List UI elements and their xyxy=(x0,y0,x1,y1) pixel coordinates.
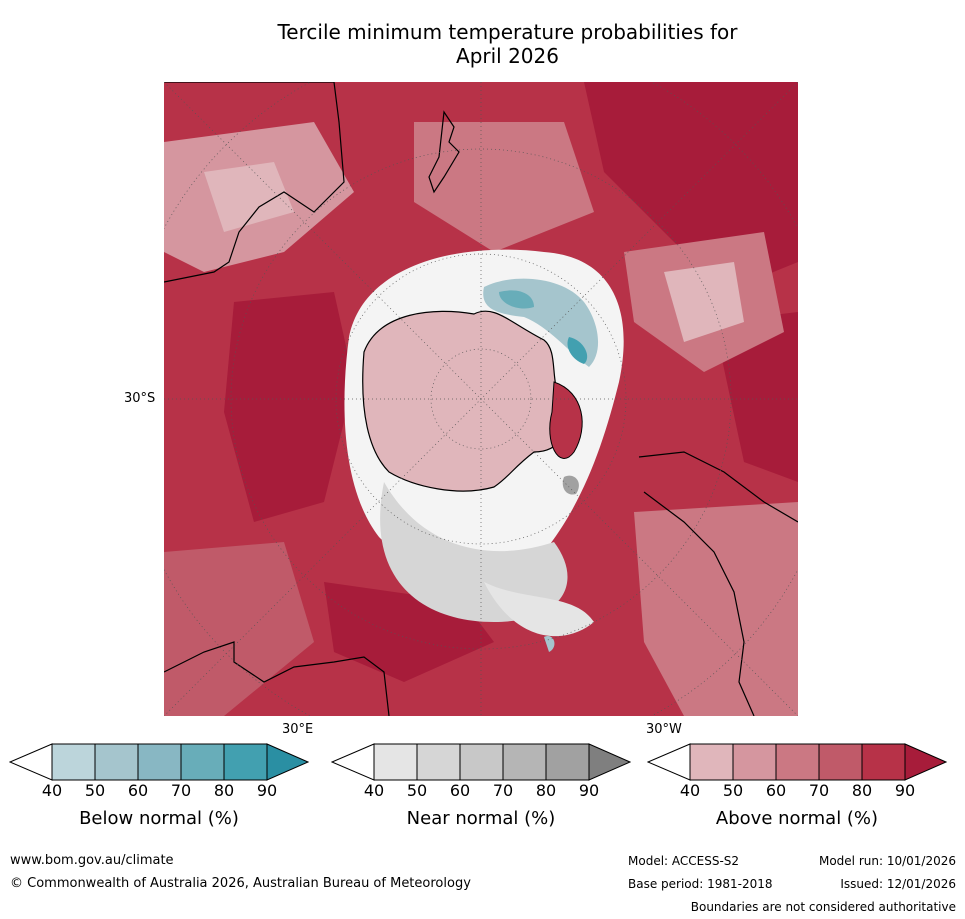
colorbar-segment xyxy=(373,743,418,781)
colorbar-tick: 70 xyxy=(170,781,192,800)
colorbar-segment xyxy=(545,743,590,781)
above-normal-colorbar-svg xyxy=(647,743,947,781)
colorbar-tick: 40 xyxy=(41,781,63,800)
colorbar-tick: 80 xyxy=(535,781,557,800)
colorbar-tick: 80 xyxy=(213,781,235,800)
below-normal-colorbar-svg xyxy=(9,743,309,781)
above-normal-70-area xyxy=(634,502,798,716)
colorbar-tick: 40 xyxy=(679,781,701,800)
below-normal-label: Below normal (%) xyxy=(79,808,239,829)
map-title: Tercile minimum temperature probabilitie… xyxy=(160,20,855,68)
south-america-coastline xyxy=(643,491,755,716)
colorbar-tick: 60 xyxy=(449,781,471,800)
colorbar-segment xyxy=(775,743,820,781)
title-line-2: April 2026 xyxy=(456,44,559,68)
colorbar-segment xyxy=(904,743,947,781)
above-normal-70-area xyxy=(414,122,594,252)
below-normal-90-area xyxy=(567,337,588,364)
lon-label-30e: 30°E xyxy=(282,722,314,737)
near-normal-colorbar: 40 50 60 70 80 90 xyxy=(331,743,631,801)
colorbar-segment xyxy=(94,743,139,781)
colorbar-tick: 50 xyxy=(722,781,744,800)
above-normal-50-area xyxy=(664,262,744,342)
colorbar-segment xyxy=(502,743,547,781)
above-normal-80-area xyxy=(164,542,314,716)
base-period: Base period: 1981-2018 xyxy=(628,877,773,891)
colorbar-tick: 40 xyxy=(363,781,385,800)
colorbar-segment xyxy=(818,743,863,781)
colorbar-segment xyxy=(647,743,691,781)
above-normal-colorbar: 40 50 60 70 80 90 xyxy=(647,743,947,801)
colorbar-tick: 70 xyxy=(492,781,514,800)
colorbar-segment xyxy=(459,743,504,781)
colorbar-segment xyxy=(9,743,53,781)
near-normal-60-area xyxy=(380,482,568,622)
colorbar-tick: 60 xyxy=(127,781,149,800)
colorbar-segment xyxy=(223,743,268,781)
colorbar-segment xyxy=(416,743,461,781)
bom-climate-link[interactable]: www.bom.gov.au/climate xyxy=(10,853,174,868)
title-line-1: Tercile minimum temperature probabilitie… xyxy=(277,20,738,44)
lat-label-30s: 30°S xyxy=(124,391,156,406)
near-normal-50-area xyxy=(484,582,594,637)
lon-label-30w: 30°W xyxy=(646,722,682,737)
colorbar-segment xyxy=(861,743,906,781)
colorbar-segment xyxy=(180,743,225,781)
colorbar-segment xyxy=(588,743,631,781)
near-normal-colorbar-svg xyxy=(331,743,631,781)
near-normal-80-area xyxy=(562,475,579,495)
colorbar-segment xyxy=(51,743,96,781)
colorbar-tick: 80 xyxy=(851,781,873,800)
colorbar-tick: 90 xyxy=(894,781,916,800)
copyright-text: © Commonwealth of Australia 2026, Austra… xyxy=(10,876,471,891)
graticule xyxy=(164,82,798,716)
below-normal-colorbar: 40 50 60 70 80 90 xyxy=(9,743,309,801)
colorbar-segment xyxy=(266,743,309,781)
issued-date: Issued: 12/01/2026 xyxy=(840,877,956,891)
colorbar-segment xyxy=(732,743,777,781)
map-canvas xyxy=(164,82,798,716)
australia-coastline xyxy=(164,82,345,283)
above-normal-90-area xyxy=(224,292,354,522)
model-name: Model: ACCESS-S2 xyxy=(628,854,740,868)
colorbar-tick: 50 xyxy=(406,781,428,800)
above-normal-label: Above normal (%) xyxy=(715,808,879,829)
new-zealand-coastline xyxy=(428,110,460,194)
model-run-date: Model run: 10/01/2026 xyxy=(818,854,956,868)
colorbar-tick: 90 xyxy=(578,781,600,800)
above-normal-50-area xyxy=(204,162,294,232)
colorbar-tick: 50 xyxy=(84,781,106,800)
colorbar-segment xyxy=(689,743,734,781)
south-america-coastline xyxy=(638,451,798,523)
colorbar-tick: 60 xyxy=(765,781,787,800)
below-normal-80-area xyxy=(499,290,534,309)
near-normal-label: Near normal (%) xyxy=(406,808,556,829)
boundaries-disclaimer: Boundaries are not considered authoritat… xyxy=(690,900,956,914)
probability-map xyxy=(164,82,798,716)
colorbar-tick: 90 xyxy=(256,781,278,800)
colorbar-tick: 70 xyxy=(808,781,830,800)
colorbar-segment xyxy=(137,743,182,781)
colorbar-segment xyxy=(331,743,375,781)
africa-coastline xyxy=(164,641,390,716)
antarctic-peninsula-shape xyxy=(549,381,583,459)
below-normal-60-area xyxy=(544,635,555,652)
